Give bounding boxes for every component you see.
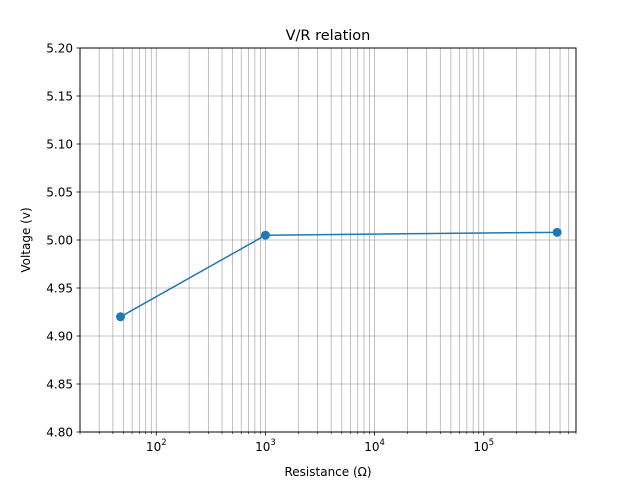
x-tick-label: 102 (146, 438, 167, 454)
x-tick-label: 105 (473, 438, 494, 454)
series-layer (116, 227, 562, 322)
y-tick-label: 4.90 (46, 329, 73, 343)
y-tick-label: 5.05 (46, 185, 73, 199)
y-tick-label: 5.15 (46, 89, 73, 103)
y-tick-label: 4.95 (46, 281, 73, 295)
y-tick-label: 5.00 (46, 233, 73, 247)
data-point (260, 230, 270, 240)
x-tick-label: 104 (364, 438, 385, 454)
y-tick-label: 5.20 (46, 41, 73, 55)
grid (79, 47, 577, 433)
chart-title: V/R relation (286, 28, 371, 44)
y-tick-label: 4.80 (46, 425, 73, 439)
data-point (116, 312, 126, 322)
x-axis-label: Resistance (Ω) (284, 465, 371, 479)
data-point (552, 227, 562, 237)
ticks: 102 103 104 105 4.80 4.85 4.90 4.95 5.00 5.05 5.10… (46, 41, 577, 454)
y-tick-label: 4.85 (46, 377, 73, 391)
x-tick-label: 103 (255, 438, 276, 454)
y-tick-label: 5.10 (46, 137, 73, 151)
y-axis-label: Voltage (v) (19, 207, 33, 272)
